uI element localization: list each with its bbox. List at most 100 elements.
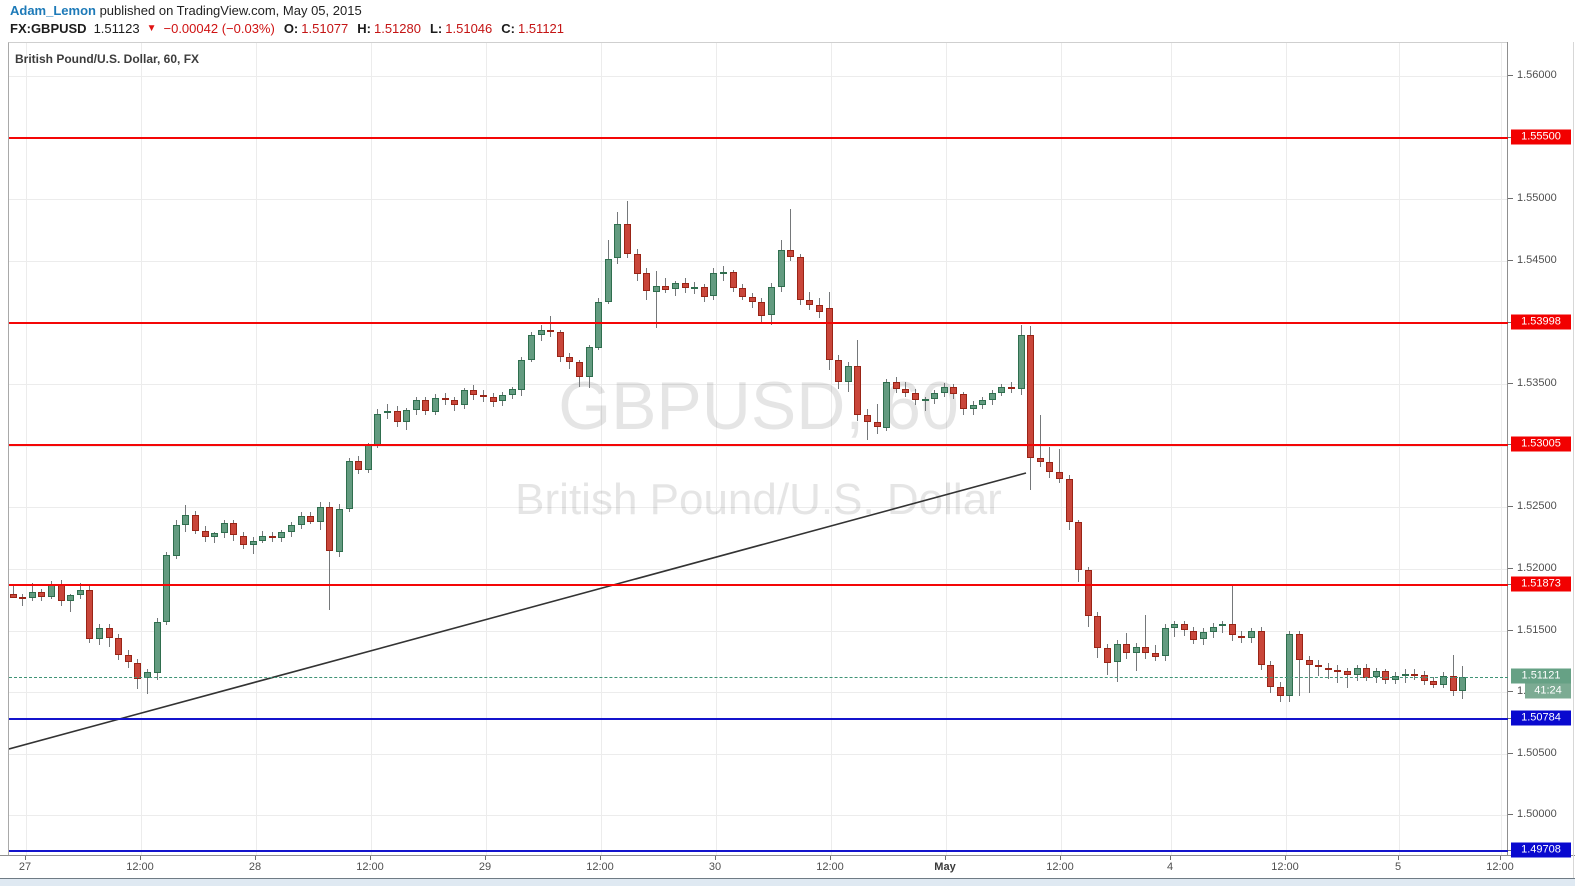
candle — [634, 254, 641, 274]
candle — [125, 655, 132, 662]
candle — [682, 283, 689, 288]
candle — [288, 525, 295, 532]
time-tick-mark — [1500, 856, 1501, 860]
resistance-line[interactable] — [9, 584, 1508, 586]
candle — [557, 332, 564, 357]
candle-wick — [550, 316, 551, 337]
trendline-drawing[interactable] — [9, 43, 1508, 856]
candle — [403, 410, 410, 422]
candle — [1402, 674, 1409, 676]
candle — [787, 250, 794, 257]
time-tick-label: 27 — [18, 861, 32, 873]
candle — [902, 389, 909, 393]
support-line[interactable] — [9, 850, 1508, 852]
resistance-price-label: 1.53005 — [1511, 436, 1571, 452]
candle — [922, 399, 929, 401]
grid-line-vertical — [26, 43, 27, 856]
price-axis[interactable]: 1.56000 1.55000 1.54500 1.53500 1.52500 1.520… — [1507, 42, 1575, 858]
candle — [662, 286, 669, 290]
candle — [1277, 687, 1284, 696]
candle — [1027, 335, 1034, 458]
candle — [86, 590, 93, 639]
candle — [163, 555, 170, 622]
candle — [758, 302, 765, 316]
candle-wick — [1299, 631, 1300, 696]
candle — [250, 541, 257, 545]
time-tick-label: 4 — [1166, 861, 1174, 873]
candle — [816, 305, 823, 312]
price-tick-label: 1.50500 — [1517, 747, 1557, 759]
grid-line-vertical — [831, 43, 832, 856]
candle — [221, 523, 228, 533]
price-tick-mark — [1508, 814, 1513, 815]
chart-pane[interactable]: GBPUSD, 60 British Pound/U.S. Dollar Bri… — [8, 42, 1508, 856]
chart-legend[interactable]: British Pound/U.S. Dollar, 60, FX — [15, 52, 200, 66]
candle — [528, 335, 535, 360]
candle — [461, 390, 468, 405]
candle-wick — [1405, 669, 1406, 683]
candle — [432, 398, 439, 412]
time-tick-label: May — [934, 861, 956, 873]
resistance-line[interactable] — [9, 444, 1508, 446]
author-link[interactable]: Adam_Lemon — [10, 3, 96, 18]
price-tick-mark — [1508, 691, 1513, 692]
close-label: C: — [501, 21, 515, 36]
time-tick-mark — [945, 856, 946, 860]
down-triangle-icon — [147, 22, 157, 35]
time-tick-mark — [1398, 856, 1399, 860]
close-value: 1.51121 — [517, 21, 565, 36]
open-value: 1.51077 — [301, 21, 349, 36]
time-tick-mark — [1170, 856, 1171, 860]
candle — [1181, 624, 1188, 630]
watermark-symbol: GBPUSD, 60 — [558, 368, 959, 444]
candle — [96, 628, 103, 639]
resistance-line[interactable] — [9, 137, 1508, 139]
candle — [730, 272, 737, 288]
candle — [1162, 628, 1169, 656]
time-axis[interactable]: 27 12:00 28 12:00 29 12:00 30 12:00 May 12:00 4 12:… — [0, 855, 1575, 879]
candle — [586, 347, 593, 377]
candle — [960, 394, 967, 409]
candle — [1008, 387, 1015, 389]
support-price-label: 1.50784 — [1511, 710, 1571, 726]
candle-wick — [1059, 449, 1060, 483]
last-price-value: 1.51123 — [93, 21, 140, 36]
grid-line-vertical — [486, 43, 487, 856]
grid-line-vertical — [601, 43, 602, 856]
candle — [1382, 671, 1389, 680]
candle — [1430, 681, 1437, 685]
time-tick-label: 12:00 — [356, 861, 384, 873]
last-price-label: 1.51121 — [1511, 668, 1571, 684]
published-text: published on TradingView.com, May 05, 20… — [95, 3, 362, 18]
candle — [1190, 631, 1197, 640]
candle — [1037, 458, 1044, 462]
candle — [1229, 624, 1236, 635]
resistance-line[interactable] — [9, 322, 1508, 324]
candle — [67, 595, 74, 601]
candle-wick — [1232, 584, 1233, 641]
resistance-price-label: 1.55500 — [1511, 129, 1571, 145]
candle — [1238, 636, 1245, 638]
time-tick-label: 12:00 — [586, 861, 614, 873]
candle — [1450, 676, 1457, 691]
candle — [845, 366, 852, 382]
time-tick-mark — [1060, 856, 1061, 860]
candle — [518, 360, 525, 390]
time-tick-mark — [140, 856, 141, 860]
candle — [739, 288, 746, 297]
page-edge-divider — [1573, 42, 1574, 878]
time-tick-label: 30 — [708, 861, 722, 873]
grid-line-vertical — [716, 43, 717, 856]
candle-wick — [1040, 415, 1041, 467]
candle — [336, 509, 343, 552]
last-price-line — [9, 677, 1508, 678]
symbol-name: FX:GBPUSD — [10, 21, 87, 36]
time-tick-mark — [600, 856, 601, 860]
grid-line-horizontal — [9, 261, 1508, 262]
candle — [826, 308, 833, 360]
support-line[interactable] — [9, 718, 1508, 720]
time-tick-mark — [830, 856, 831, 860]
support-price-label: 1.49708 — [1511, 842, 1571, 858]
candle — [835, 360, 842, 382]
price-change: −0.00042 (−0.03%) — [163, 21, 275, 36]
